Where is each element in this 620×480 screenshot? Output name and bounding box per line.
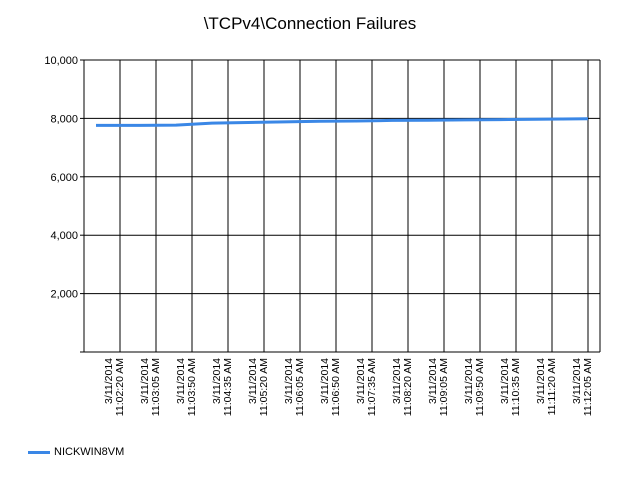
y-tick-label: 4,000 — [50, 230, 78, 242]
x-tick-label: 3/11/201411:03:05 AM — [139, 358, 162, 416]
y-tick-label: 8,000 — [50, 113, 78, 125]
x-tick-label: 3/11/201411:06:05 AM — [283, 358, 306, 416]
x-tick-label: 3/11/201411:07:35 AM — [355, 358, 378, 416]
x-tick-label: 3/11/201411:09:50 AM — [463, 358, 486, 416]
x-tick-label: 3/11/201411:04:35 AM — [211, 358, 234, 416]
x-tick-label: 3/11/201411:03:50 AM — [175, 358, 198, 416]
x-tick-label: 3/11/201411:06:50 AM — [319, 358, 342, 416]
legend-swatch — [28, 450, 50, 454]
x-tick-label: 3/11/201411:10:35 AM — [499, 358, 522, 416]
y-tick-label: 2,000 — [50, 289, 78, 301]
x-tick-label: 3/11/201411:08:20 AM — [391, 358, 414, 416]
x-tick-label: 3/11/201411:05:20 AM — [247, 358, 270, 416]
x-tick-label: 3/11/201411:02:20 AM — [103, 358, 126, 416]
series-line — [96, 117, 589, 127]
x-tick-label: 3/11/201411:12:05 AM — [571, 358, 594, 416]
y-tick-label: 6,000 — [50, 172, 78, 184]
y-tick-label: 10,000 — [44, 55, 78, 67]
chart-title: \TCPv4\Connection Failures — [203, 14, 417, 33]
legend: NICKWIN8VM — [28, 446, 124, 458]
x-tick-label: 3/11/201411:09:05 AM — [427, 358, 450, 416]
x-tick-label: 3/11/201411:11:20 AM — [535, 358, 558, 416]
legend-label: NICKWIN8VM — [54, 446, 125, 458]
